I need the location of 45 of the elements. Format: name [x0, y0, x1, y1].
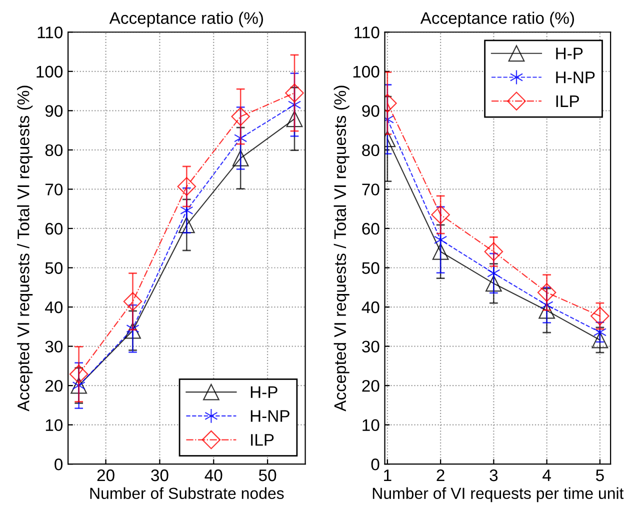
chart-title: Acceptance ratio (%): [109, 12, 263, 28]
y-tick-label: 30: [362, 340, 380, 352]
y-tick-label: 0: [54, 458, 63, 470]
y-tick-label: 0: [371, 458, 380, 470]
legend-label: ILP: [251, 434, 274, 446]
y-tick-label: 10: [46, 419, 63, 432]
x-tick-label: 4: [542, 470, 551, 482]
y-tick-label: 100: [353, 66, 380, 78]
legend-label: ILP: [556, 95, 579, 107]
x-tick-label: 50: [258, 469, 276, 482]
y-tick-label: 20: [362, 380, 380, 392]
legend-label: H-NP: [556, 72, 595, 84]
y-tick-label: 60: [46, 222, 63, 235]
x-tick-label: 5: [596, 470, 604, 482]
legend-label: H-NP: [250, 410, 290, 422]
x-axis-title: Number of VI requests per time unit: [372, 487, 624, 502]
y-axis-title: Accepted VI requests / Total VI requests (%): [334, 86, 350, 412]
y-tick-label: 90: [362, 105, 380, 117]
legend-label: H-P: [250, 386, 278, 398]
x-tick-label: 20: [97, 469, 114, 482]
y-tick-label: 70: [362, 184, 380, 196]
y-tick-label: 50: [362, 262, 380, 274]
x-tick-label: 30: [151, 469, 168, 482]
x-tick-label: 1: [384, 470, 392, 482]
y-tick-label: 110: [38, 26, 63, 38]
x-tick-label: 2: [436, 469, 444, 482]
y-tick-label: 50: [45, 262, 63, 274]
y-axis-title: Accepted VI requests / Total VI requests (%): [17, 86, 33, 412]
x-tick-label: 3: [490, 469, 498, 482]
y-tick-label: 80: [362, 144, 380, 156]
y-tick-label: 40: [362, 301, 380, 314]
y-tick-label: 100: [36, 66, 63, 78]
y-tick-label: 70: [46, 184, 63, 196]
x-tick-label: 40: [204, 469, 222, 482]
y-tick-label: 110: [354, 26, 380, 38]
y-tick-label: 80: [45, 144, 63, 156]
y-tick-label: 90: [45, 105, 63, 117]
x-axis-title: Number of Substrate nodes: [90, 487, 284, 500]
chart-title: Acceptance ratio (%): [420, 12, 574, 28]
y-tick-label: 40: [45, 301, 63, 314]
y-tick-label: 20: [45, 380, 63, 392]
y-tick-label: 30: [45, 340, 63, 352]
legend-label: H-P: [556, 48, 583, 60]
y-tick-label: 10: [362, 419, 380, 432]
y-tick-label: 60: [362, 222, 380, 235]
